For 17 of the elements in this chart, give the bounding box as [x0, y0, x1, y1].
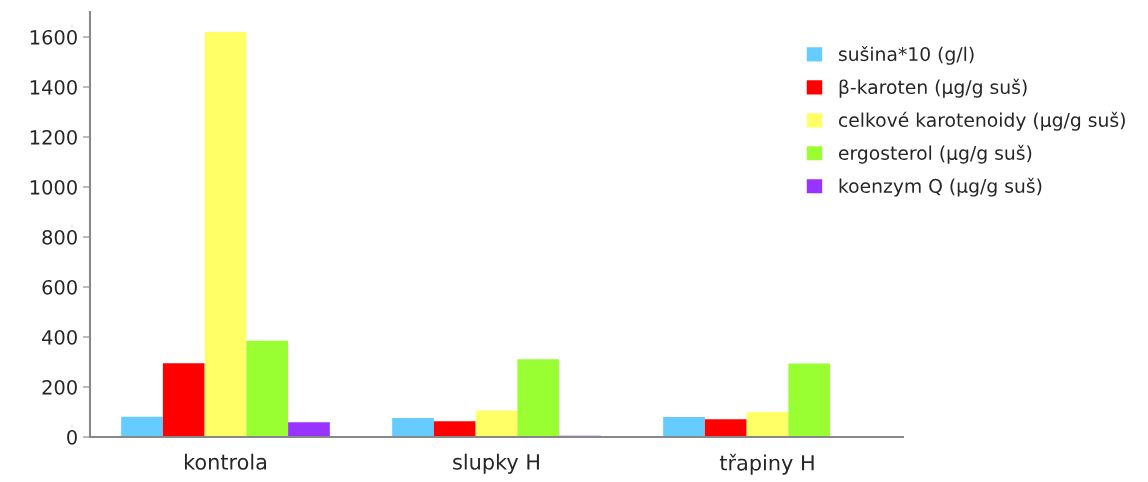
- y-tick-label: 1400: [30, 79, 77, 95]
- x-tick-label: třapiny H: [719, 453, 814, 475]
- y-tick-label: 200: [42, 379, 77, 395]
- y-tick-label: 0: [67, 429, 77, 445]
- y-tick-label: 400: [42, 329, 77, 345]
- x-tick-label: kontrola: [184, 453, 267, 470]
- legend-label: β-karoten (µg/g suš): [839, 78, 1027, 98]
- legend-label: celkové karotenoidy (µg/g suš): [838, 111, 1125, 131]
- legend-label: ergosterol (µg/g suš): [838, 144, 1032, 164]
- y-tick-label: 1200: [30, 129, 77, 145]
- y-tick-label: 800: [42, 229, 77, 245]
- y-tick-label: 600: [42, 279, 77, 295]
- y-tick-label: 1000: [30, 179, 77, 195]
- x-tick-label: slupky H: [453, 453, 539, 474]
- legend-label: sušina*10 (g/l): [838, 45, 974, 65]
- legend-label: koenzym Q (µg/g suš): [839, 177, 1042, 197]
- y-tick-label: 1600: [30, 29, 77, 45]
